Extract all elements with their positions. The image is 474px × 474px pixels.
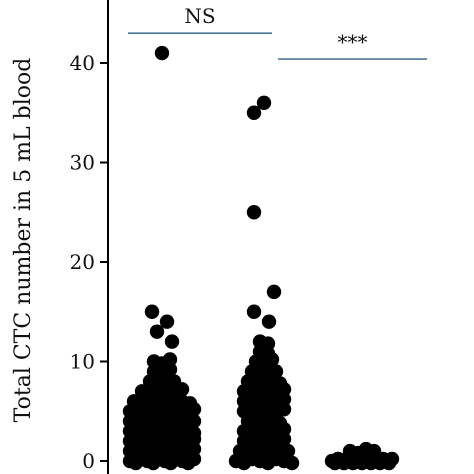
data-point — [284, 455, 300, 471]
data-point — [159, 314, 175, 329]
data-point — [276, 421, 292, 437]
data-point — [144, 304, 160, 319]
data-point — [186, 402, 202, 417]
data-point — [276, 392, 292, 407]
y-tick-label: 0 — [82, 449, 95, 473]
significance-label: *** — [338, 30, 368, 54]
data-point — [186, 451, 202, 467]
data-point — [186, 441, 202, 457]
data-point — [261, 314, 277, 329]
y-tick-label: 10 — [70, 350, 95, 374]
y-tick-label: 40 — [70, 51, 95, 75]
data-point — [162, 352, 178, 367]
y-axis: 0 10 20 30 40 — [70, 0, 109, 474]
data-point — [246, 205, 262, 220]
data-point — [154, 45, 170, 61]
significance-label: NS — [184, 4, 215, 28]
data-point — [276, 402, 292, 417]
data-point — [149, 324, 165, 339]
significance-annotations: NS *** — [128, 4, 427, 60]
data-point — [174, 382, 190, 397]
y-tick-label: 30 — [70, 151, 95, 175]
data-points — [122, 45, 400, 471]
data-point — [246, 105, 262, 120]
data-point — [384, 451, 400, 467]
data-point — [246, 304, 262, 319]
y-axis-title: Total CTC number in 5 mL blood — [11, 58, 36, 423]
data-point — [276, 382, 292, 397]
y-tick-label: 20 — [70, 250, 95, 274]
data-point — [186, 431, 202, 447]
data-point — [164, 334, 180, 349]
data-point — [266, 284, 282, 300]
data-point — [256, 95, 272, 111]
